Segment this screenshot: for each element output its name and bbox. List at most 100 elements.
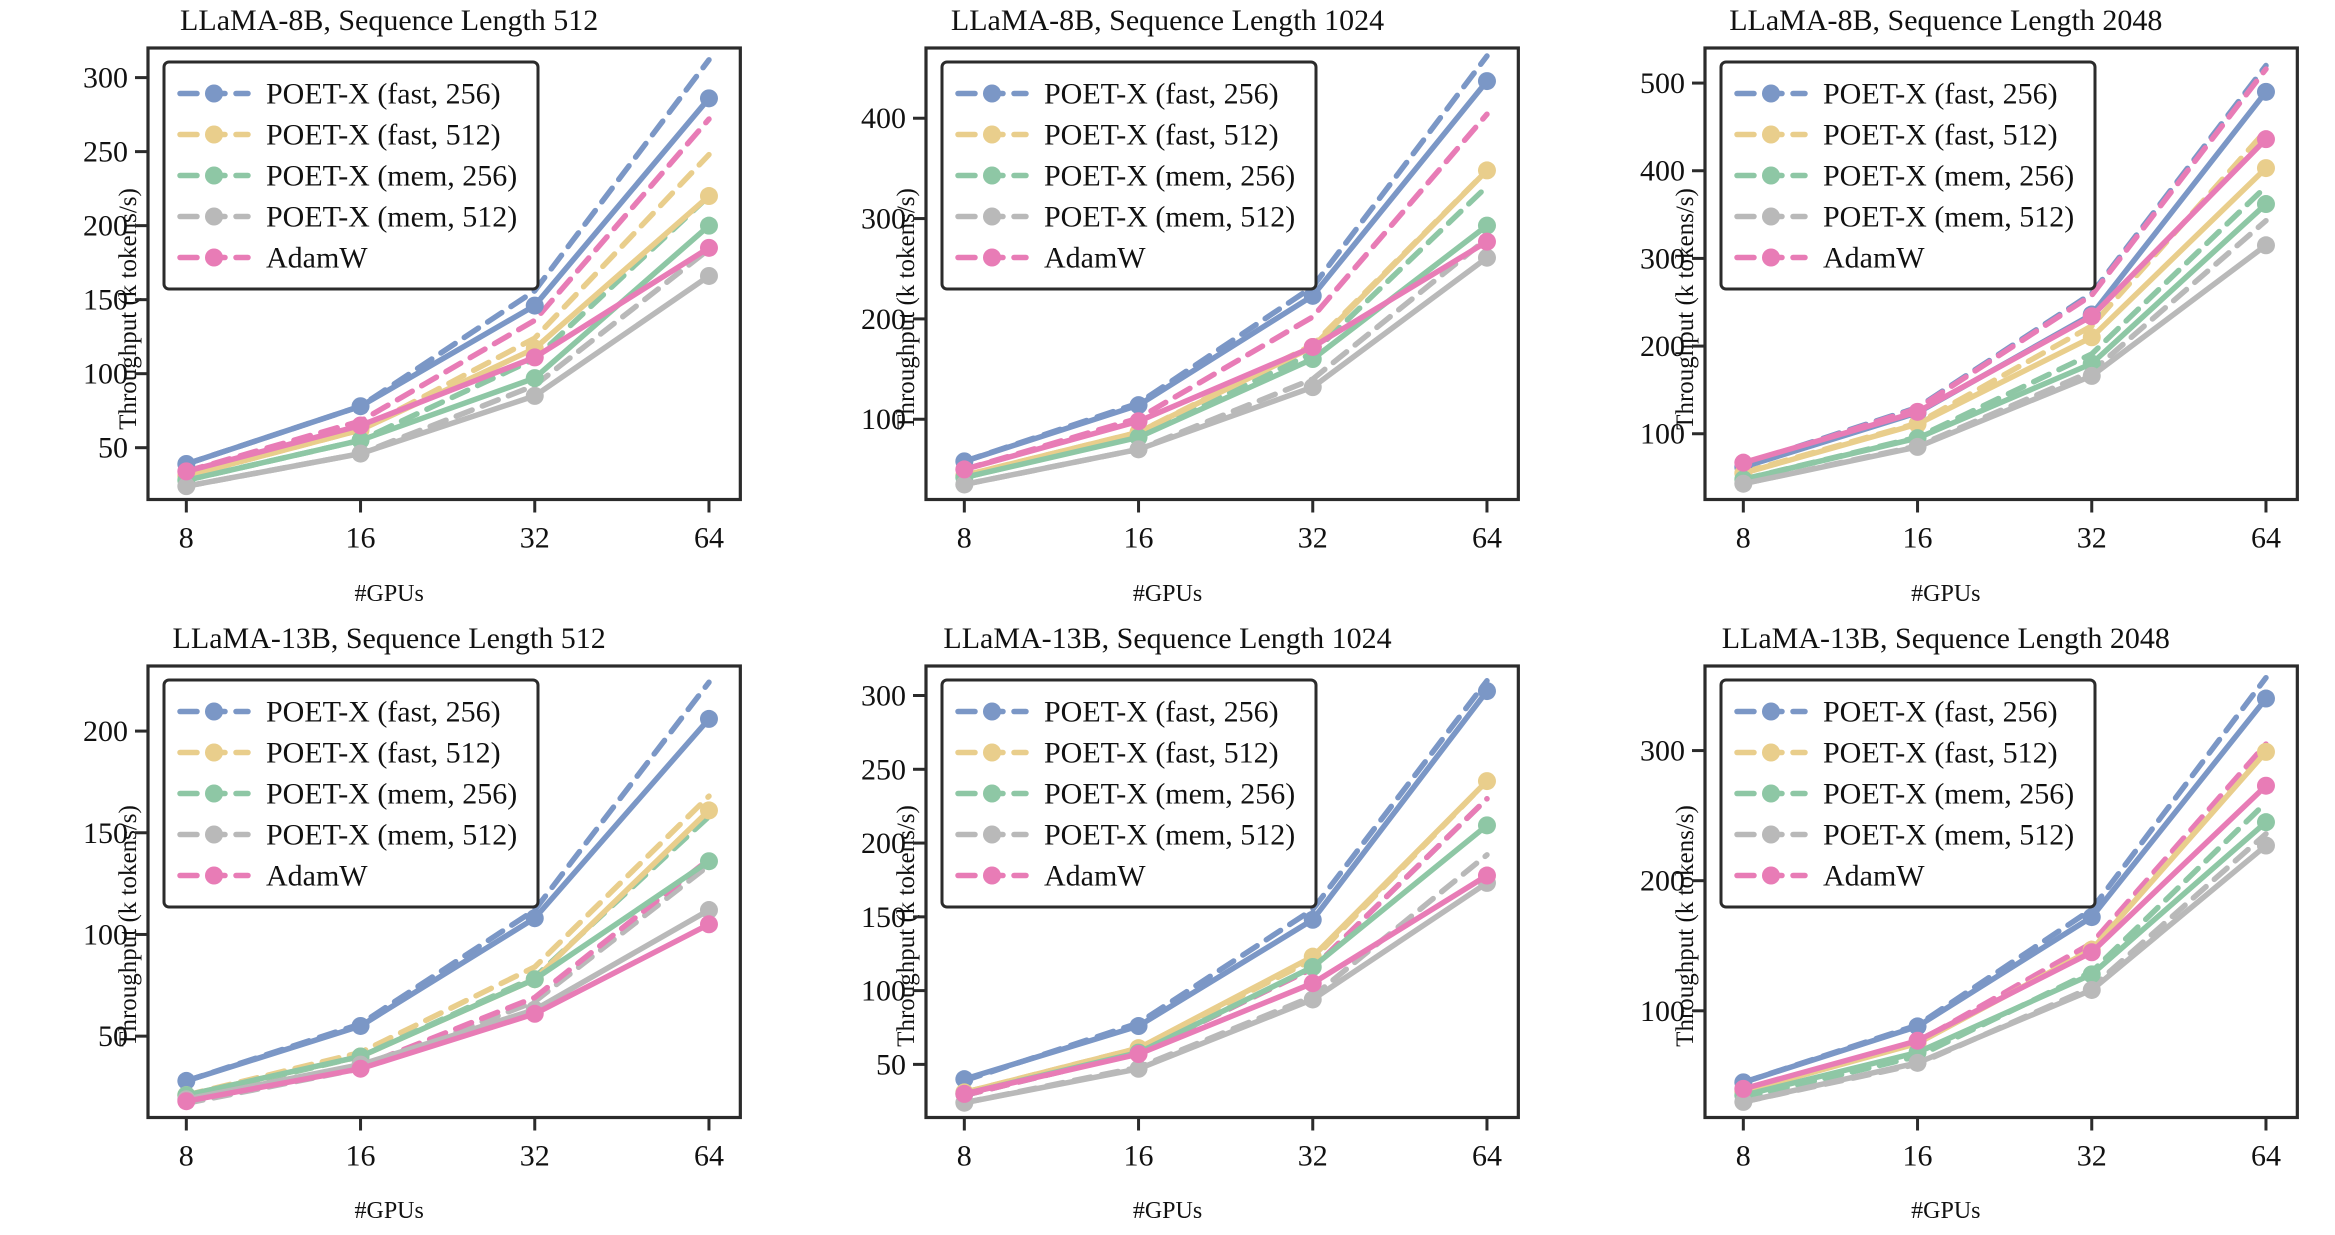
y-tick-label: 500 — [1640, 67, 1685, 100]
legend-entry-label[interactable]: POET-X (fast, 512) — [266, 118, 501, 151]
legend-entry-label[interactable]: POET-X (fast, 512) — [1044, 736, 1279, 769]
y-tick-label: 200 — [83, 210, 128, 243]
legend-entry-label[interactable]: POET-X (fast, 512) — [1044, 118, 1279, 151]
series-line — [961, 879, 1491, 1105]
data-point-marker — [2082, 980, 2101, 999]
legend-entry-label[interactable]: POET-X (mem, 512) — [1044, 818, 1295, 851]
legend-entry-label[interactable]: AdamW — [266, 859, 368, 892]
data-point-marker — [525, 386, 544, 405]
legend-marker-icon — [204, 207, 223, 226]
x-tick-label: 32 — [2076, 1139, 2106, 1172]
axes-frame — [924, 663, 1521, 1119]
data-point-marker — [351, 431, 370, 450]
panel-title: LLaMA-8B, Sequence Length 1024 — [950, 4, 1385, 37]
y-tick-label: 100 — [861, 974, 906, 1007]
plot-area: 50 100 150 200 250 300 8 16 32 64 POET-X (fast, 25… — [861, 663, 1521, 1172]
legend-marker-icon — [1761, 248, 1780, 267]
legend-entry-label[interactable]: POET-X (mem, 256) — [1044, 159, 1295, 192]
legend-box — [162, 678, 540, 908]
legend-entry-label[interactable]: POET-X (mem, 256) — [1823, 159, 2074, 192]
data-point-marker — [2082, 907, 2101, 926]
x-tick-label: 64 — [1472, 521, 1502, 554]
legend-entry-label[interactable]: POET-X (fast, 256) — [1044, 77, 1279, 110]
data-point-marker — [955, 1069, 974, 1088]
chart-panel-0: LLaMA-8B, Sequence Length 512 Throughput … — [0, 0, 778, 618]
data-point-marker — [525, 369, 544, 388]
x-axis-label: #GPUs — [1911, 1198, 1981, 1224]
data-point-marker — [2082, 366, 2101, 385]
series-line — [1740, 842, 2269, 1105]
y-tick-label: 200 — [861, 827, 906, 860]
data-point-marker — [2082, 307, 2101, 326]
panel-title: LLaMA-13B, Sequence Length 512 — [172, 621, 606, 655]
data-point-marker — [2082, 328, 2101, 347]
legend-entry-label[interactable]: POET-X (mem, 256) — [1823, 777, 2074, 810]
data-point-marker — [1908, 402, 1927, 421]
axes-frame — [1703, 46, 2299, 502]
legend-entry-label[interactable]: POET-X (mem, 256) — [266, 159, 517, 192]
series-line — [1740, 799, 2269, 1101]
y-tick-label: 100 — [83, 918, 128, 951]
legend-entry-label[interactable]: POET-X (mem, 512) — [1823, 818, 2074, 851]
data-point-marker — [351, 1016, 370, 1035]
data-point-marker — [351, 397, 370, 416]
y-tick-label: 100 — [1640, 418, 1685, 451]
x-tick-label: 8 — [1735, 521, 1750, 554]
data-point-marker — [1908, 437, 1927, 456]
legend-marker-icon — [983, 125, 1002, 144]
x-tick-label: 8 — [179, 521, 194, 554]
data-point-marker — [1304, 989, 1323, 1008]
legend-marker-icon — [1761, 702, 1780, 720]
data-point-marker — [699, 238, 718, 257]
y-tick-label: 150 — [83, 816, 128, 849]
data-point-marker — [1129, 396, 1148, 415]
y-tick-label: 100 — [1640, 994, 1685, 1027]
data-point-marker — [699, 266, 718, 285]
legend-entry-label[interactable]: POET-X (fast, 512) — [1823, 118, 2058, 151]
data-point-marker — [1733, 1092, 1752, 1111]
data-point-marker — [1304, 337, 1323, 356]
legend-entry-label[interactable]: AdamW — [1044, 859, 1146, 892]
legend-entry-label[interactable]: POET-X (mem, 512) — [1823, 200, 2074, 233]
data-point-marker — [699, 709, 718, 728]
legend-entry-label[interactable]: POET-X (fast, 256) — [266, 77, 501, 110]
legend-entry-label[interactable]: POET-X (mem, 256) — [266, 777, 517, 810]
data-point-marker — [1478, 681, 1497, 700]
legend-entry-label[interactable]: AdamW — [266, 241, 368, 274]
legend-entry-label[interactable]: POET-X (mem, 512) — [266, 818, 517, 851]
panel-title: LLaMA-13B, Sequence Length 1024 — [943, 621, 1392, 655]
series-line — [961, 872, 1491, 1097]
legend-entry-label[interactable]: POET-X (fast, 256) — [1823, 77, 2058, 110]
legend-marker-icon — [1761, 743, 1780, 761]
series-line — [1740, 695, 2269, 1085]
data-point-marker — [1478, 815, 1497, 834]
legend-entry-label[interactable]: AdamW — [1823, 241, 1925, 274]
legend-entry-label[interactable]: POET-X (mem, 512) — [1044, 200, 1295, 233]
legend-marker-icon — [204, 125, 223, 144]
legend-entry-label[interactable]: POET-X (fast, 512) — [266, 736, 501, 769]
data-point-marker — [2082, 942, 2101, 961]
legend-entry-label[interactable]: POET-X (fast, 256) — [1044, 695, 1279, 728]
y-tick-label: 150 — [861, 900, 906, 933]
data-point-marker — [2082, 964, 2101, 983]
data-point-marker — [1478, 72, 1497, 91]
legend-entry-label[interactable]: AdamW — [1044, 241, 1146, 274]
data-point-marker — [525, 969, 544, 988]
plot-area: 50 100 150 200 250 300 8 16 32 64 POET-X (fast, 25… — [83, 46, 742, 555]
legend-entry-label[interactable]: POET-X (fast, 256) — [266, 695, 501, 728]
data-point-marker — [699, 89, 718, 108]
axes-frame — [146, 663, 742, 1119]
series-line — [183, 906, 712, 1102]
y-tick-label: 50 — [876, 1048, 906, 1081]
data-point-marker — [351, 416, 370, 435]
x-tick-label: 32 — [1298, 1139, 1328, 1172]
data-point-marker — [1304, 957, 1323, 976]
y-tick-label: 400 — [861, 102, 906, 135]
legend-entry-label[interactable]: POET-X (mem, 512) — [266, 200, 517, 233]
legend-entry-label[interactable]: AdamW — [1823, 859, 1925, 892]
legend-entry-label[interactable]: POET-X (fast, 256) — [1823, 695, 2058, 728]
legend-entry-label[interactable]: POET-X (mem, 256) — [1044, 777, 1295, 810]
data-point-marker — [1304, 286, 1323, 305]
legend-entry-label[interactable]: POET-X (fast, 512) — [1823, 736, 2058, 769]
